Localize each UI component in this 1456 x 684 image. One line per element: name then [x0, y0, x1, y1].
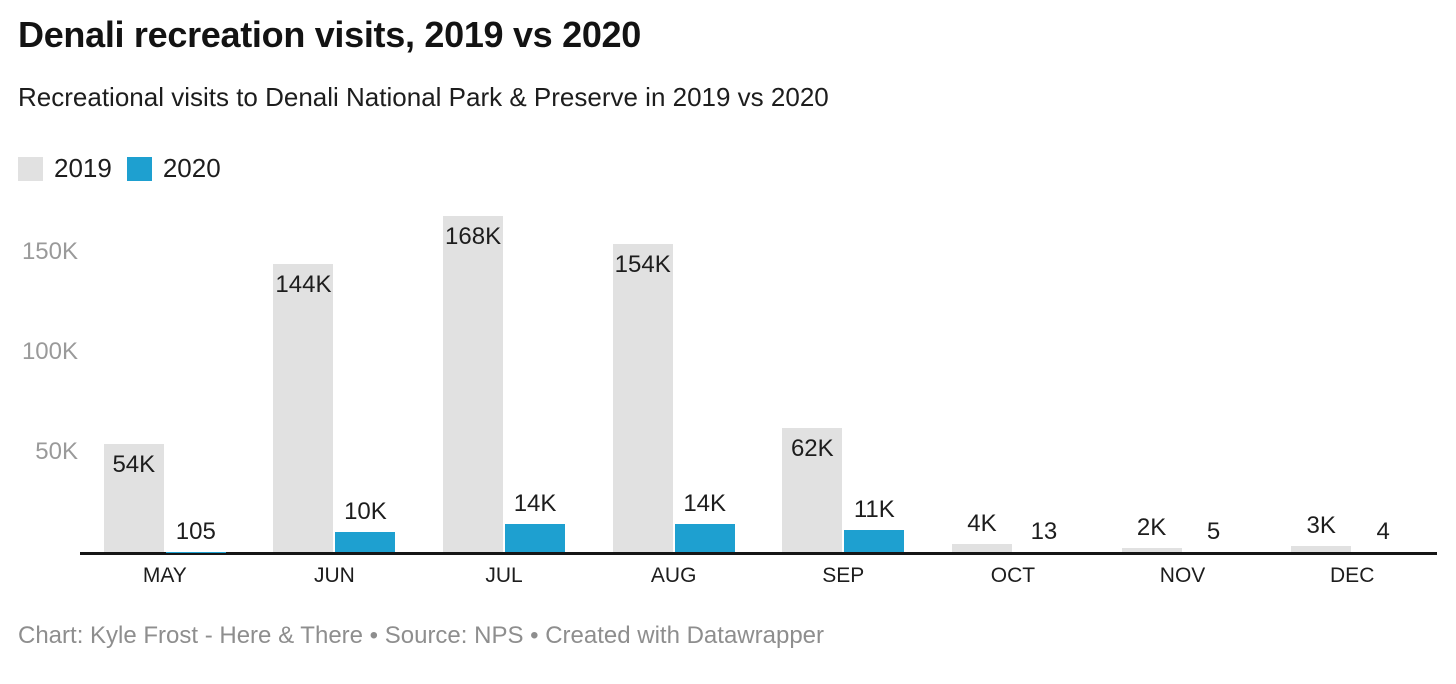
- bar-2019-sep: [782, 428, 843, 552]
- bar-2020-jun: [335, 532, 396, 552]
- bar-label-2019-may: 54K: [112, 451, 156, 478]
- bar-label-2020-aug: 14K: [683, 490, 727, 517]
- chart-subtitle: Recreational visits to Denali National P…: [18, 82, 829, 112]
- bar-label-2020-may: 105: [175, 517, 216, 545]
- bar-label-2019-sep: 62K: [790, 435, 834, 462]
- bar-label-2019-aug: 154K: [614, 251, 671, 278]
- bar-label-2019-jun: 144K: [275, 271, 332, 298]
- bar-label-2020-sep: 11K: [853, 496, 895, 523]
- bar-2019-oct: [951, 544, 1012, 552]
- legend-item-2020: 2020: [126, 153, 221, 184]
- x-axis-label-aug: AUG: [650, 564, 697, 587]
- chart-byline: Chart: Kyle Frost - Here & There • Sourc…: [18, 622, 825, 649]
- bar-label-2020-jul: 14K: [513, 490, 557, 517]
- bar-2019-may: [103, 444, 164, 552]
- bar-2019-aug: [612, 244, 673, 552]
- x-axis-label-dec: DEC: [1330, 564, 1375, 587]
- y-axis-tick-100K: 100K: [21, 338, 78, 365]
- bar-2020-jul: [505, 524, 566, 552]
- legend-swatch-2019: [18, 156, 43, 181]
- bar-2019-jul: [443, 216, 504, 552]
- bar-2020-sep: [844, 530, 905, 552]
- legend-item-2019: 2019: [18, 153, 112, 184]
- x-axis-label-may: MAY: [142, 564, 187, 587]
- x-axis-label-jul: JUL: [485, 564, 523, 587]
- legend-label-2020: 2020: [162, 153, 221, 183]
- chart-title: Denali recreation visits, 2019 vs 2020: [18, 14, 641, 55]
- x-axis-line: [80, 552, 1437, 555]
- legend-label-2019: 2019: [54, 153, 112, 183]
- bar-2019-dec: [1291, 546, 1352, 552]
- x-axis-label-jun: JUN: [314, 564, 355, 587]
- x-axis-label-oct: OCT: [990, 564, 1036, 587]
- legend: 2019 2020: [18, 153, 236, 184]
- bar-label-2020-dec: 4: [1376, 517, 1390, 545]
- legend-swatch-2020: [126, 156, 152, 181]
- bar-label-2019-nov: 2K: [1136, 514, 1167, 541]
- bar-label-2020-jun: 10K: [344, 498, 387, 525]
- y-axis-tick-150K: 150K: [21, 238, 78, 265]
- bar-label-2020-nov: 5: [1206, 517, 1221, 545]
- bar-2020-aug: [674, 524, 735, 552]
- bar-label-2019-oct: 4K: [967, 510, 997, 537]
- x-axis-label-nov: NOV: [1159, 564, 1206, 587]
- y-axis-tick-50K: 50K: [35, 438, 78, 465]
- bar-label-2019-jul: 168K: [445, 223, 502, 250]
- bar-2019-jun: [273, 264, 334, 552]
- bar-2019-nov: [1121, 548, 1182, 552]
- bar-label-2020-oct: 13: [1030, 517, 1058, 545]
- bar-label-2019-dec: 3K: [1306, 512, 1336, 539]
- x-axis-label-sep: SEP: [822, 564, 865, 587]
